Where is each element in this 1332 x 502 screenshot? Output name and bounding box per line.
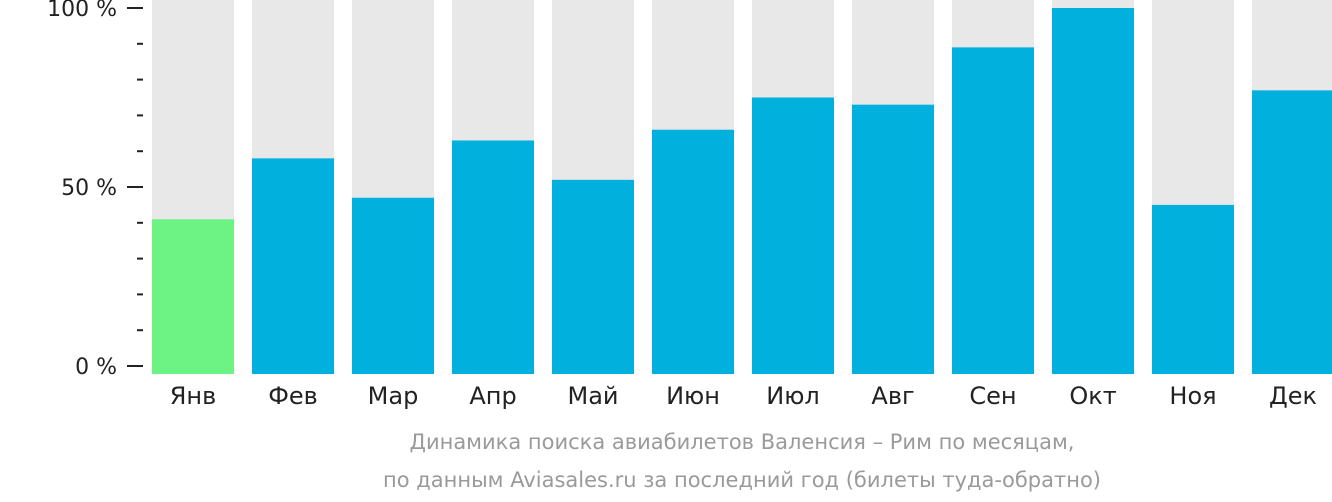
x-axis-labels: Янв Фев Мар Апр Май Июн Июл Авг Сен Окт Ноя Дек bbox=[170, 382, 1317, 410]
bar-8 bbox=[952, 47, 1034, 374]
bars bbox=[152, 0, 1332, 374]
x-tick-label-1: Фев bbox=[268, 382, 318, 410]
bar-0 bbox=[152, 219, 234, 374]
x-tick-label-11: Дек bbox=[1269, 382, 1317, 410]
x-tick-label-10: Ноя bbox=[1169, 382, 1216, 410]
x-tick-label-0: Янв bbox=[170, 382, 217, 410]
bar-1 bbox=[252, 158, 334, 374]
bar-2 bbox=[352, 197, 434, 374]
chart-caption-line-1: Динамика поиска авиабилетов Валенсия – Р… bbox=[409, 430, 1075, 454]
y-tick-label-0: 0 % bbox=[75, 355, 117, 380]
bar-11 bbox=[1252, 90, 1332, 374]
bar-10 bbox=[1152, 204, 1234, 374]
bar-3 bbox=[452, 140, 534, 374]
bar-7 bbox=[852, 104, 934, 374]
bar-5 bbox=[652, 129, 734, 374]
chart-svg: 100 % 50 % 0 % Янв Фев Мар Апр Май Июн Июл Авг Сен… bbox=[47, 0, 1332, 410]
x-tick-label-9: Окт bbox=[1069, 382, 1116, 410]
x-tick-label-7: Авг bbox=[871, 382, 914, 410]
bar-6 bbox=[752, 97, 834, 374]
x-tick-label-8: Сен bbox=[969, 382, 1016, 410]
x-tick-label-6: Июл bbox=[766, 382, 820, 410]
bar-9 bbox=[1052, 8, 1134, 374]
y-axis: 100 % 50 % 0 % bbox=[47, 0, 143, 380]
y-tick-label-100: 100 % bbox=[47, 0, 117, 22]
x-tick-label-4: Май bbox=[567, 382, 618, 410]
y-tick-label-50: 50 % bbox=[61, 176, 117, 201]
x-tick-label-5: Июн bbox=[666, 382, 720, 410]
chart-caption-line-2: по данным Aviasales.ru за последний год … bbox=[383, 468, 1101, 492]
x-tick-label-2: Мар bbox=[368, 382, 419, 410]
x-tick-label-3: Апр bbox=[469, 382, 516, 410]
bar-4 bbox=[552, 179, 634, 374]
